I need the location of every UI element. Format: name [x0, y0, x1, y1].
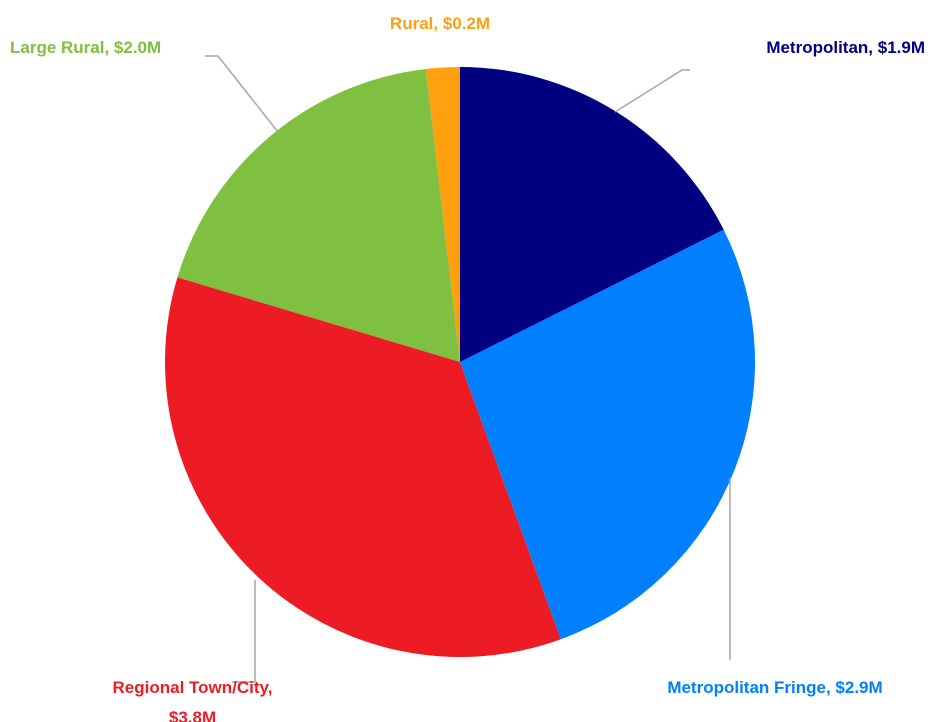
pie-slice [164, 277, 561, 657]
leader-line [614, 69, 690, 113]
data-label: Rural, $0.2M [389, 14, 491, 33]
data-label: Metropolitan, $1.9M [766, 38, 925, 57]
pie-slice [425, 67, 460, 362]
pie-slice [460, 67, 724, 362]
leader-line [205, 55, 279, 133]
data-label: Metropolitan Fringe, $2.9M [667, 678, 883, 697]
leader-line [232, 580, 256, 683]
pie-slice [177, 68, 460, 362]
data-label: Regional Town/City, $3.8M [112, 678, 273, 722]
pie-slice [460, 229, 755, 640]
data-label: Large Rural, $2.0M [10, 38, 162, 57]
